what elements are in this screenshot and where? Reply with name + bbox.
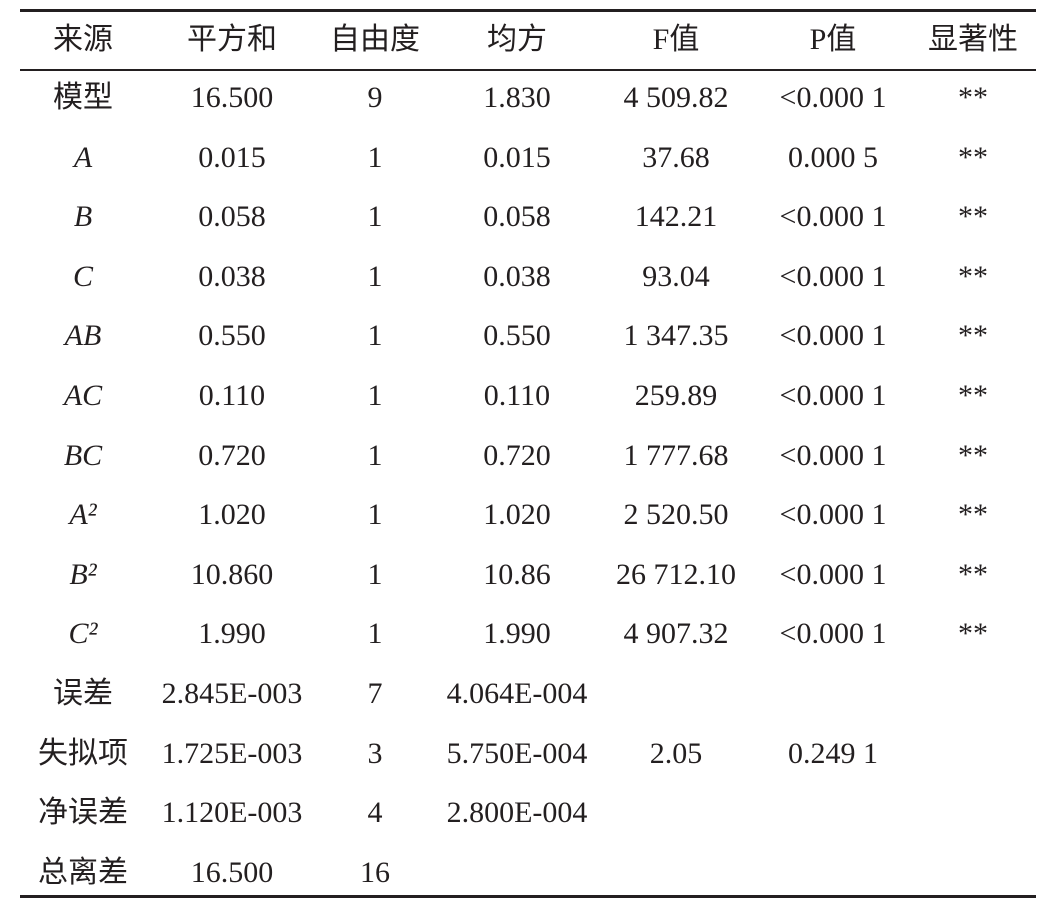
table-cell: 失拟项 — [38, 736, 128, 770]
header-cell: 均方 — [487, 23, 547, 56]
table-cell: 142.21 — [634, 200, 718, 234]
table-cell: 5.750E-004 — [446, 736, 588, 770]
table-cell: ** — [958, 379, 988, 412]
table-cell: 93.04 — [642, 259, 710, 293]
table-cell: 1.725E-003 — [161, 736, 303, 770]
bottom-rule — [20, 895, 1036, 898]
header-rule — [20, 69, 1036, 71]
table-cell: 16.500 — [190, 81, 274, 114]
table-cell: 0.058 — [198, 200, 266, 234]
table-cell: <0.000 1 — [779, 200, 887, 234]
table-cell: 0.110 — [198, 379, 266, 412]
table-cell: 1 — [367, 557, 383, 591]
table-cell: C — [72, 259, 93, 293]
table-cell: 0.015 — [198, 140, 266, 174]
table-cell: A — [73, 140, 93, 174]
header-cell: F值 — [652, 23, 700, 56]
header-cell: 平方和 — [187, 23, 277, 56]
table-cell: 0.720 — [198, 438, 266, 472]
table-cell: BC — [63, 438, 103, 472]
table-cell: ** — [958, 617, 988, 651]
table-cell: ** — [958, 140, 988, 174]
header-cell: P值 — [809, 23, 857, 56]
table-cell: 0.038 — [198, 259, 266, 293]
table-cell: 0.038 — [483, 259, 551, 293]
table-cell: 10.86 — [483, 557, 551, 591]
table-cell: 模型 — [53, 81, 113, 114]
table-cell: 10.860 — [190, 557, 274, 591]
table-cell: 1.020 — [483, 498, 551, 532]
table-cell: <0.000 1 — [779, 81, 887, 114]
table-cell: 26 712.10 — [616, 557, 736, 591]
header-cell: 显著性 — [928, 23, 1018, 56]
table-cell: 4 907.32 — [623, 617, 729, 651]
table-cell: 1 — [367, 617, 383, 651]
table-cell: 4 — [367, 796, 383, 830]
table-cell: AC — [63, 379, 103, 412]
table-cell: B² — [69, 557, 97, 591]
table-cell: 1 347.35 — [623, 319, 729, 353]
top-rule — [20, 9, 1036, 12]
table-cell: <0.000 1 — [779, 379, 887, 412]
table-cell: 0.110 — [483, 379, 551, 412]
table-cell: 0.550 — [483, 319, 551, 353]
table-cell: 2 520.50 — [623, 498, 729, 532]
table-cell: 1 — [367, 200, 383, 234]
table-cell: <0.000 1 — [779, 259, 887, 293]
table-cell: 净误差 — [38, 796, 128, 830]
table-cell: 1 — [367, 438, 383, 472]
table-cell: 37.68 — [642, 140, 710, 174]
table-cell: 1.990 — [198, 617, 266, 651]
table-cell: <0.000 1 — [779, 617, 887, 651]
table-cell: 1 777.68 — [623, 438, 729, 472]
table-cell: 4.064E-004 — [446, 677, 588, 710]
table-cell: 0.249 1 — [788, 736, 878, 770]
table-cell: 0.000 5 — [788, 140, 878, 174]
table-cell: 1 — [367, 319, 383, 353]
table-cell: ** — [958, 259, 988, 293]
table-cell: 9 — [367, 81, 383, 114]
table-cell: 1.990 — [483, 617, 551, 651]
table-cell: 1 — [367, 379, 383, 412]
table-cell: 4 509.82 — [623, 81, 729, 114]
table-cell: 1 — [367, 140, 383, 174]
table-cell: ** — [958, 200, 988, 234]
header-cell: 自由度 — [330, 23, 420, 56]
table-cell: <0.000 1 — [779, 557, 887, 591]
table-cell: 16 — [360, 855, 390, 889]
table-cell: 259.89 — [634, 379, 718, 412]
table-cell: 1 — [367, 259, 383, 293]
table-cell: B — [73, 200, 93, 234]
table-cell: ** — [958, 498, 988, 532]
header-cell: 来源 — [53, 23, 113, 56]
table-cell: ** — [958, 557, 988, 591]
table-cell: 2.800E-004 — [446, 796, 588, 830]
table-cell: 0.058 — [483, 200, 551, 234]
table-cell: 2.05 — [649, 736, 703, 770]
table-cell: AB — [64, 319, 102, 353]
table-cell: 16.500 — [190, 855, 274, 889]
table-cell: A² — [69, 498, 97, 532]
table-cell: 2.845E-003 — [161, 677, 303, 710]
table-cell: 1.830 — [483, 81, 551, 114]
table-cell: 0.015 — [483, 140, 551, 174]
table-cell: 1.020 — [198, 498, 266, 532]
table-cell: ** — [958, 438, 988, 472]
table-cell: ** — [958, 319, 988, 353]
table-cell: 1.120E-003 — [161, 796, 303, 830]
table-cell: 总离差 — [38, 855, 128, 889]
table-cell: 误差 — [53, 677, 113, 710]
table-cell: 0.720 — [483, 438, 551, 472]
table-cell: <0.000 1 — [779, 319, 887, 353]
table-cell: 3 — [367, 736, 383, 770]
table-cell: 7 — [367, 677, 383, 710]
table-cell: C² — [68, 617, 98, 651]
table-cell: ** — [958, 81, 988, 114]
table-cell: <0.000 1 — [779, 438, 887, 472]
table-cell: 1 — [367, 498, 383, 532]
table-cell: 0.550 — [198, 319, 266, 353]
table-cell: <0.000 1 — [779, 498, 887, 532]
